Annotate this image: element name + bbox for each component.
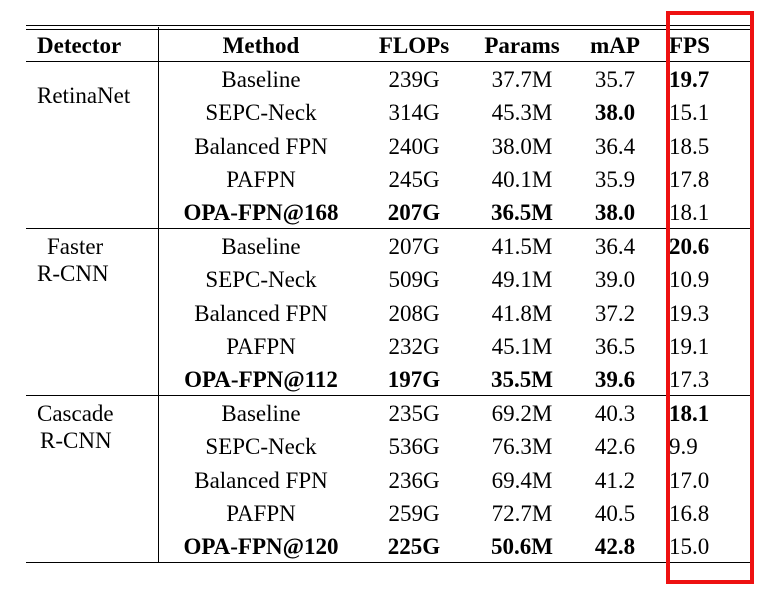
- top-rule: [26, 25, 751, 26]
- cell-params: 37.7M: [491, 67, 553, 92]
- cell-map: 38.0: [594, 100, 636, 126]
- cell-fps: 17.0: [669, 467, 710, 493]
- cell-params: 38.0M: [491, 133, 553, 159]
- cell-fps: 15.1: [669, 100, 710, 126]
- cell-params: 50.6M: [491, 534, 553, 560]
- cell-map: 39.6: [594, 367, 636, 393]
- group-divider-1: [26, 228, 751, 229]
- cell-fps: 20.6: [669, 234, 710, 259]
- cell-params: 41.8M: [491, 300, 553, 326]
- cell-fps: 19.1: [669, 333, 710, 359]
- cell-method: PAFPN: [226, 166, 296, 192]
- cell-method: Baseline: [221, 234, 301, 259]
- fps-highlight-box: [666, 11, 754, 584]
- detector-label: Faster: [47, 234, 104, 259]
- cell-flops: 232G: [388, 333, 440, 359]
- cell-params: 76.3M: [491, 434, 553, 460]
- cell-map: 35.7: [594, 67, 636, 92]
- cell-map: 36.5: [594, 333, 636, 359]
- cell-method: PAFPN: [226, 500, 296, 526]
- cell-method: Balanced FPN: [194, 300, 328, 326]
- cell-fps: 19.3: [669, 300, 710, 326]
- detector-label: R-CNN: [37, 261, 109, 286]
- cell-flops: 536G: [388, 434, 440, 460]
- column-divider: [158, 27, 159, 563]
- header-rule: [26, 61, 751, 62]
- cell-method: Baseline: [221, 401, 301, 426]
- cell-map: 38.0: [594, 200, 636, 226]
- cell-params: 69.2M: [491, 401, 553, 426]
- cell-params: 35.5M: [491, 367, 553, 393]
- cell-method: Balanced FPN: [194, 467, 328, 493]
- cell-fps: 15.0: [669, 534, 710, 560]
- header-params: Params: [484, 33, 560, 58]
- cell-params: 45.1M: [491, 333, 553, 359]
- cell-map: 39.0: [594, 267, 636, 293]
- cell-flops: 236G: [388, 467, 440, 493]
- header-map: mAP: [590, 33, 640, 58]
- cell-flops: 208G: [388, 300, 440, 326]
- cell-flops: 239G: [388, 67, 440, 92]
- cell-map: 36.4: [594, 234, 636, 259]
- bottom-rule: [26, 562, 751, 563]
- cell-flops: 259G: [388, 500, 440, 526]
- cell-map: 36.4: [594, 133, 636, 159]
- cell-flops: 207G: [388, 234, 440, 259]
- cell-map: 42.6: [594, 434, 636, 460]
- cell-flops: 509G: [388, 267, 440, 293]
- cell-map: 35.9: [594, 166, 636, 192]
- cell-method: SEPC-Neck: [205, 100, 317, 126]
- cell-params: 69.4M: [491, 467, 553, 493]
- cell-method: Baseline: [221, 67, 301, 92]
- cell-params: 36.5M: [491, 200, 553, 226]
- cell-fps: 18.1: [669, 200, 710, 226]
- cell-flops: 207G: [387, 200, 441, 226]
- cell-fps: 17.8: [669, 166, 710, 192]
- detector-label: R-CNN: [40, 428, 112, 453]
- cell-map: 40.3: [594, 401, 636, 426]
- cell-params: 45.3M: [491, 100, 553, 126]
- cell-flops: 314G: [388, 100, 440, 126]
- header-detector: Detector: [37, 33, 122, 58]
- detector-label: RetinaNet: [37, 83, 131, 108]
- cell-params: 41.5M: [491, 234, 553, 259]
- cell-map: 40.5: [594, 500, 636, 526]
- cell-fps: 18.1: [669, 401, 710, 426]
- cell-method: SEPC-Neck: [205, 267, 317, 293]
- cell-flops: 240G: [388, 133, 440, 159]
- cell-params: 49.1M: [491, 267, 553, 293]
- cell-fps: 18.5: [669, 133, 710, 159]
- cell-fps: 17.3: [669, 367, 710, 393]
- cell-params: 40.1M: [491, 166, 553, 192]
- cell-fps: 9.9: [669, 434, 698, 460]
- cell-method: OPA-FPN@120: [183, 534, 339, 560]
- cell-map: 37.2: [594, 300, 636, 326]
- group-divider-2: [26, 395, 751, 396]
- header-fps: FPS: [669, 33, 710, 58]
- cell-method: Balanced FPN: [194, 133, 328, 159]
- cell-flops: 225G: [387, 534, 441, 560]
- detector-label: Cascade: [37, 401, 114, 426]
- cell-map: 42.8: [594, 534, 636, 560]
- cell-flops: 235G: [388, 401, 440, 426]
- cell-params: 72.7M: [491, 500, 553, 526]
- header-flops: FLOPs: [378, 33, 450, 58]
- cell-method: OPA-FPN@168: [183, 200, 339, 226]
- cell-flops: 245G: [388, 166, 440, 192]
- top-rule-inner: [26, 29, 751, 30]
- header-method: Method: [222, 33, 300, 58]
- cell-fps: 10.9: [669, 267, 710, 293]
- cell-flops: 197G: [387, 367, 441, 393]
- cell-fps: 16.8: [669, 500, 710, 526]
- cell-fps: 19.7: [669, 67, 710, 92]
- cell-map: 41.2: [594, 467, 636, 493]
- cell-method: SEPC-Neck: [205, 434, 317, 460]
- cell-method: OPA-FPN@112: [184, 367, 338, 393]
- cell-method: PAFPN: [226, 333, 296, 359]
